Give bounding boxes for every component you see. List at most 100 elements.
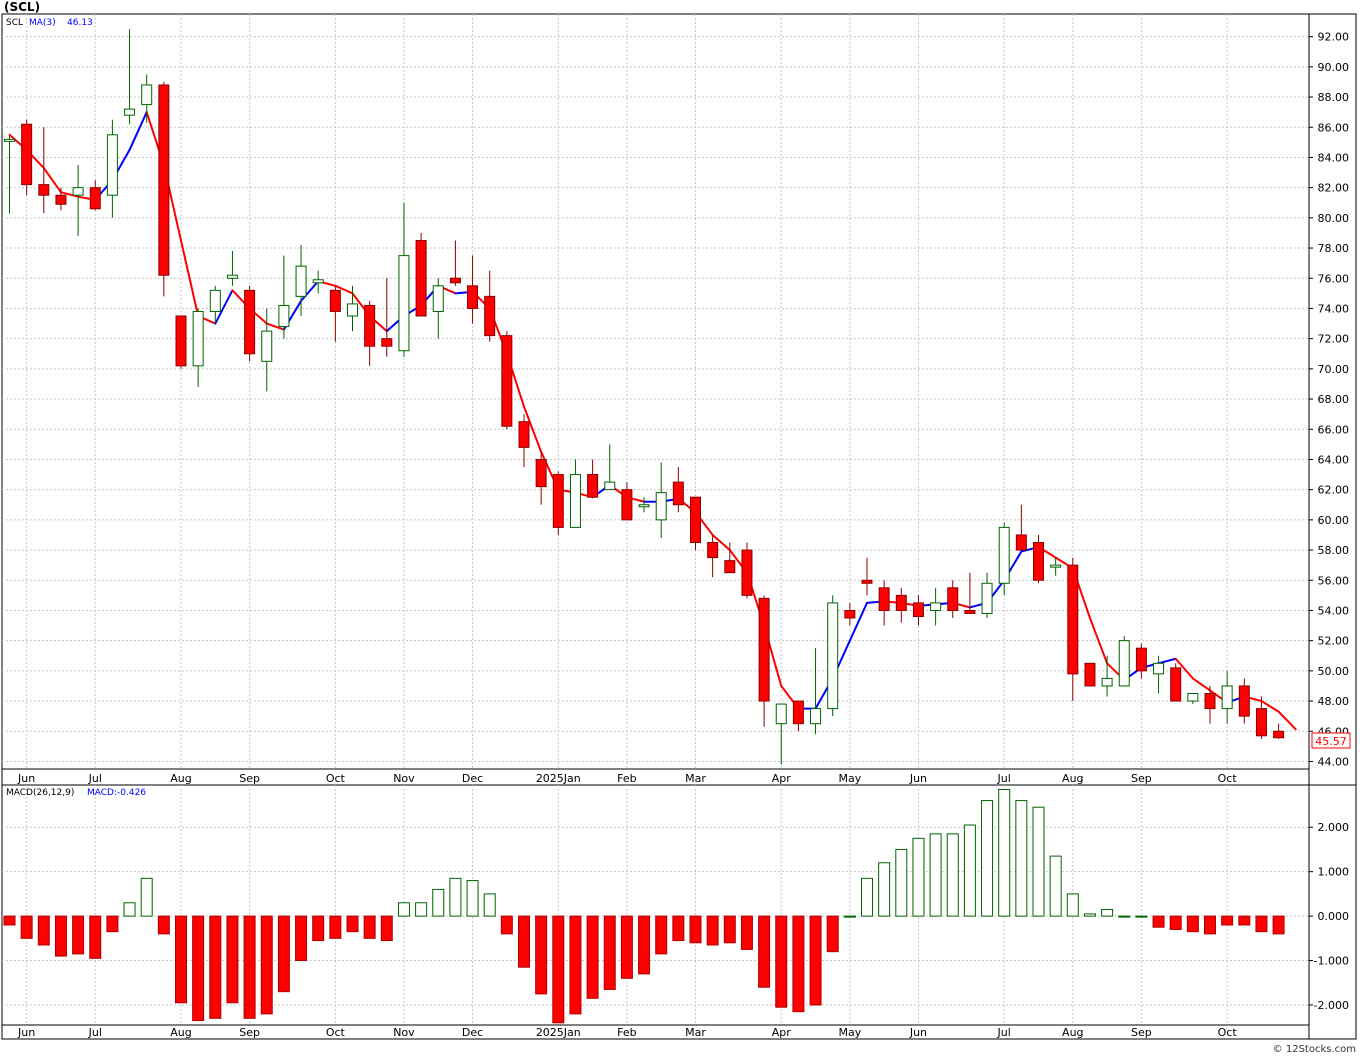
macd-ytick-label: 0.000 [1318,910,1350,923]
macd-bar [500,915,513,935]
macd-bar [397,902,410,917]
macd-xtick-label: Sep [239,1026,260,1039]
macd-xtick-label: 2025Jan [536,1026,581,1039]
legend-ma-value: 46.13 [67,18,93,28]
macd-bar [20,915,33,939]
legend-ma-label: MA(3) [29,18,56,28]
macd-bar [1032,806,1045,917]
price-ytick-label: 48.00 [1318,695,1350,708]
macd-bar [895,848,908,917]
ma-segment [711,533,731,552]
ma-segment [128,111,148,151]
price-ytick-label: 62.00 [1318,484,1350,497]
macd-bar [1169,915,1182,930]
candle-body [175,315,187,367]
candle-body [1187,693,1199,702]
macd-bar [432,888,445,917]
candle-body [518,421,530,448]
macd-xtick-label: Oct [326,1026,346,1039]
macd-bar [89,915,102,959]
ma-segment [214,289,234,325]
macd-bar [312,915,325,942]
macd-bar [809,915,822,1006]
macd-xtick-label: Sep [1131,1026,1152,1039]
macd-bar [878,862,891,917]
macd-bar [775,915,788,1008]
price-xtick-label: Nov [393,772,415,785]
candle-body [810,708,822,725]
price-xtick-label: Aug [1062,772,1083,785]
macd-bar [1015,800,1028,917]
price-xtick-label: Apr [772,772,792,785]
candle-body [912,602,924,617]
candle-body [295,265,307,297]
candle-body [1101,677,1113,687]
macd-bar [1272,915,1285,935]
candle-body [1221,685,1233,710]
macd-xtick-label: Feb [617,1026,636,1039]
macd-bar [260,915,273,1015]
price-xtick-label: Oct [1218,772,1238,785]
macd-bar [483,893,496,917]
macd-legend-value: MACD:-0.426 [87,788,146,798]
candle-body [278,304,290,328]
price-ytick-label: 68.00 [1318,393,1350,406]
macd-legend-label: MACD(26,12,9) [6,788,74,798]
price-xtick-label: Oct [326,772,346,785]
macd-xtick-label: Oct [1218,1026,1238,1039]
macd-bar [655,915,668,955]
macd-bar [123,902,136,917]
ma-segment [1157,657,1177,665]
candle-body [38,184,50,196]
candle-body [192,310,204,367]
macd-bar [706,915,719,946]
price-xtick-label: Feb [617,772,636,785]
macd-xtick-label: Mar [685,1026,706,1039]
macd-bar [1101,908,1114,917]
ma-segment [180,239,200,317]
candle-body [964,609,976,614]
candle-body [1238,685,1250,717]
candle-body [106,134,118,196]
macd-bar [586,915,599,999]
candle-body [158,84,170,276]
candle-body [329,289,341,312]
candle-body [947,587,959,611]
candle-body [1084,662,1096,687]
macd-bar [1186,915,1199,933]
legend-symbol: SCL [6,18,23,28]
macd-bar [209,915,222,1019]
ma-segment [1260,700,1280,713]
macd-bar [912,837,925,917]
macd-bar [689,915,702,944]
candle-body [998,526,1010,584]
macd-frame [1,784,1357,1040]
macd-bar [466,880,479,917]
macd-bar [72,915,85,955]
candle-body [347,303,358,317]
macd-xtick-label: Jun [17,1026,35,1039]
price-xtick-label: Dec [462,772,483,785]
price-ytick-label: 54.00 [1318,604,1350,617]
macd-ytick-label: 1.000 [1318,866,1350,879]
macd-bar [1135,915,1148,918]
macd-bar [3,915,16,926]
macd-bar [723,915,736,944]
macd-bar [295,915,308,962]
ma-segment [334,284,354,295]
candle-body [1153,662,1165,675]
candle-body [1050,564,1062,568]
price-xtick-label: Jun [909,772,927,785]
macd-xtick-label: May [838,1026,861,1039]
macd-xtick-label: Dec [462,1026,483,1039]
legend-layer: SCL MA(3) 46.13 MACD(26,12,9) MACD:-0.42… [6,18,146,798]
macd-bar [363,915,376,939]
candle-body [432,285,444,312]
candle-body [930,602,942,611]
macd-bar [192,915,205,1022]
macd-xtick-label: Jul [997,1026,1011,1039]
macd-bar [1255,915,1268,933]
macd-bar [1118,915,1131,918]
ma-segment [1191,677,1211,692]
